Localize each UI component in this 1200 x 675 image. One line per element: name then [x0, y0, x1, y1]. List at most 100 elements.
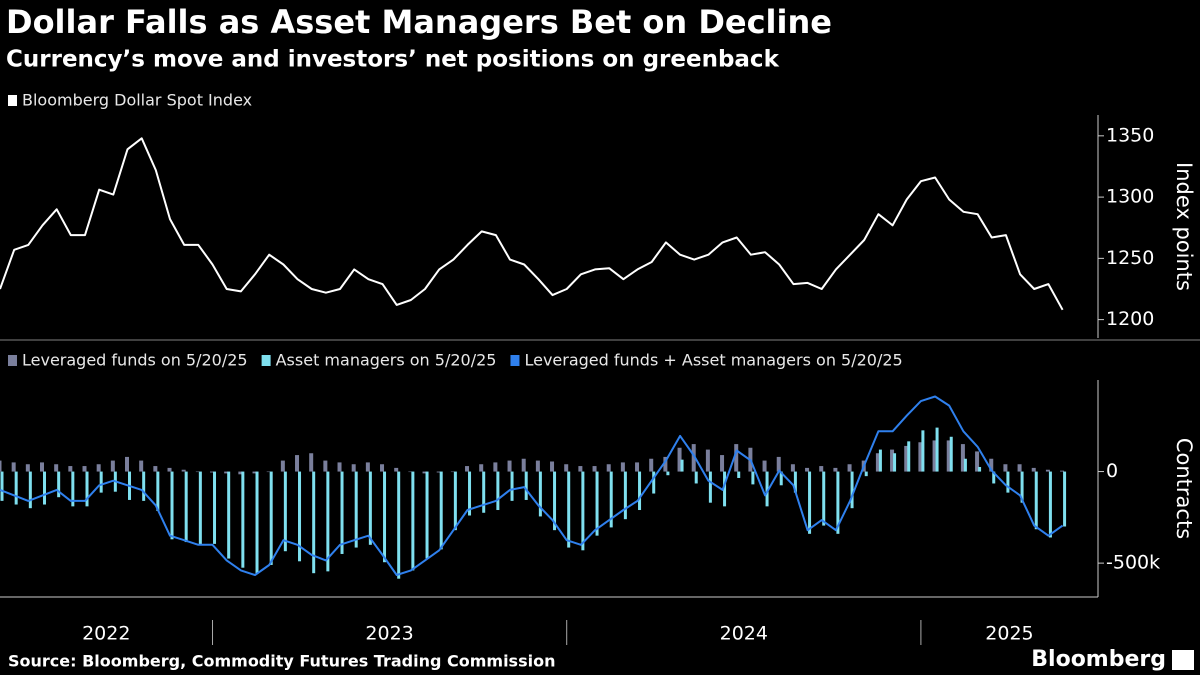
- bar: [0, 471, 4, 501]
- bar: [1017, 464, 1022, 472]
- y-axis-title: Contracts: [1172, 438, 1196, 539]
- bar: [1060, 470, 1065, 472]
- bar: [439, 471, 443, 550]
- bar: [468, 471, 472, 516]
- bar: [705, 449, 710, 472]
- bar: [14, 471, 18, 505]
- bar: [592, 466, 597, 472]
- bar: [989, 458, 994, 472]
- bar: [550, 461, 555, 472]
- bar: [893, 453, 897, 472]
- brand-icon: [1172, 650, 1194, 670]
- bar: [493, 462, 498, 472]
- bar: [57, 471, 61, 498]
- bar: [663, 456, 668, 472]
- bar: [1034, 471, 1038, 530]
- bar: [878, 449, 882, 472]
- bar: [283, 471, 287, 552]
- bar: [805, 467, 810, 472]
- bar: [1020, 471, 1024, 503]
- bar: [1003, 464, 1008, 472]
- chart-subtitle: Currency’s move and investors’ net posit…: [6, 47, 780, 73]
- bar: [677, 447, 682, 472]
- bar: [581, 471, 585, 551]
- bar: [167, 467, 172, 472]
- bar: [82, 466, 87, 472]
- bar: [1063, 471, 1067, 527]
- bar: [394, 467, 399, 472]
- bar: [1048, 471, 1052, 538]
- bar: [54, 464, 59, 472]
- bar: [578, 466, 583, 472]
- bar: [564, 464, 569, 472]
- bar: [326, 471, 330, 572]
- y-tick-label: 0: [1106, 460, 1118, 482]
- y-tick-label: -500k: [1106, 552, 1160, 574]
- bar: [99, 471, 103, 493]
- bar: [411, 471, 415, 571]
- bar: [918, 442, 923, 472]
- bar: [28, 471, 32, 509]
- bar: [907, 441, 911, 472]
- y-tick-label: 1350: [1106, 124, 1154, 146]
- bar: [153, 466, 158, 472]
- source: Source: Bloomberg, Commodity Futures Tra…: [8, 652, 555, 671]
- bar: [295, 455, 300, 472]
- bar: [309, 453, 314, 472]
- bar: [635, 462, 640, 472]
- bar: [71, 471, 75, 507]
- bar: [368, 471, 372, 545]
- bar: [241, 471, 245, 568]
- line: [0, 137, 1064, 311]
- bar: [507, 460, 512, 472]
- bar: [85, 471, 89, 507]
- bar: [337, 462, 342, 472]
- bar: [691, 444, 696, 472]
- bar: [184, 471, 188, 543]
- legend-label: Bloomberg Dollar Spot Index: [22, 91, 252, 110]
- bar: [255, 471, 259, 574]
- bar: [808, 471, 812, 534]
- bar: [538, 471, 542, 517]
- bar: [0, 460, 2, 472]
- bar: [822, 471, 826, 526]
- bar: [595, 471, 599, 536]
- bar: [224, 471, 229, 474]
- bar: [850, 471, 854, 509]
- bar: [1006, 471, 1010, 493]
- bar: [181, 469, 186, 472]
- bar: [43, 471, 47, 505]
- bar: [298, 471, 302, 562]
- bar: [819, 466, 824, 472]
- bar: [963, 458, 967, 472]
- bar: [280, 460, 285, 472]
- bar: [620, 462, 625, 472]
- bar: [762, 460, 767, 472]
- bar: [723, 471, 727, 507]
- bar: [890, 449, 895, 472]
- y-tick-label: 1200: [1106, 308, 1154, 330]
- legend-label: Leveraged funds + Asset managers on 5/20…: [524, 351, 902, 370]
- bar: [482, 471, 486, 513]
- bar: [720, 455, 725, 472]
- bar: [96, 464, 101, 472]
- bar: [510, 471, 514, 501]
- legend-swatch: [261, 355, 271, 366]
- x-tick-label: 2024: [720, 623, 768, 645]
- bar: [932, 440, 937, 472]
- bar: [397, 471, 401, 579]
- bar: [833, 467, 838, 472]
- bar: [751, 471, 755, 485]
- bar: [875, 453, 880, 472]
- bar: [606, 464, 611, 472]
- bar: [156, 471, 160, 511]
- bar: [649, 458, 654, 472]
- bar: [383, 471, 387, 563]
- bar: [213, 471, 217, 544]
- bar: [479, 464, 484, 472]
- bar: [380, 464, 385, 472]
- bar: [737, 471, 741, 478]
- bar: [198, 471, 202, 545]
- bar: [252, 471, 257, 474]
